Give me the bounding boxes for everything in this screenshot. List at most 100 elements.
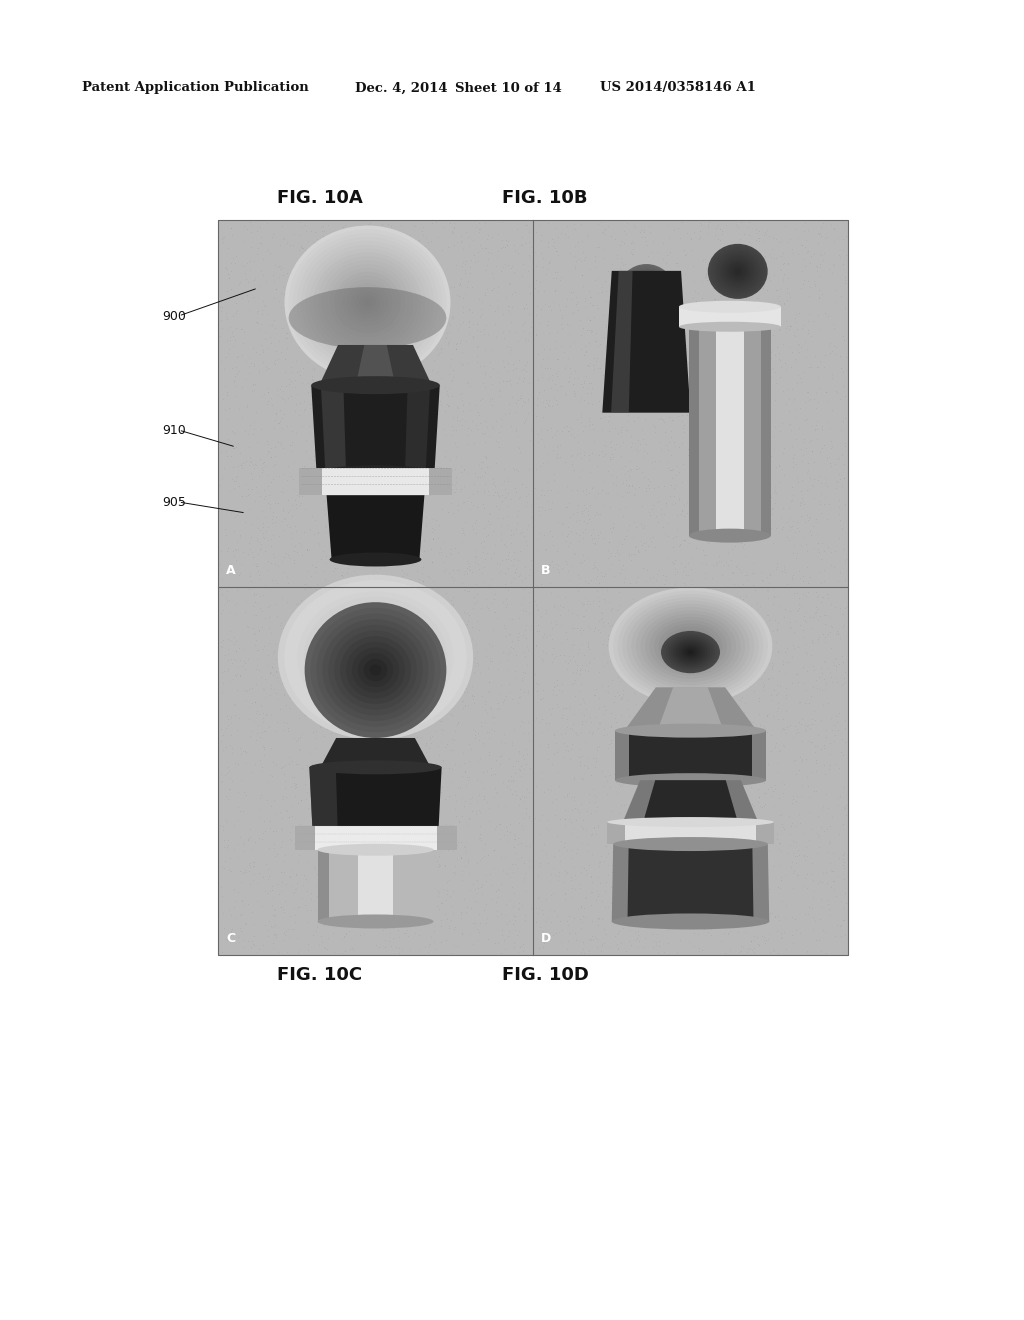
Point (677, 263, 693, 284)
Point (359, 504, 376, 525)
Point (389, 341, 406, 362)
Point (752, 651, 768, 672)
Point (267, 279, 284, 300)
Point (476, 789, 493, 810)
Polygon shape (309, 767, 338, 830)
Point (451, 286, 467, 308)
Point (754, 367, 770, 388)
Point (781, 714, 798, 735)
Point (772, 675, 788, 696)
Point (364, 581, 380, 602)
Point (482, 758, 499, 779)
Point (460, 553, 476, 574)
Point (780, 231, 797, 252)
Point (640, 535, 656, 556)
Point (447, 478, 464, 499)
Point (260, 516, 276, 537)
Point (623, 572, 639, 593)
Ellipse shape (636, 607, 745, 685)
Point (251, 569, 267, 590)
Point (692, 445, 709, 466)
Point (780, 253, 797, 275)
Point (725, 251, 741, 272)
Point (696, 631, 713, 652)
Point (589, 558, 605, 579)
Point (319, 597, 336, 618)
Point (454, 341, 470, 362)
Point (500, 255, 516, 276)
Point (416, 810, 432, 832)
Point (420, 586, 436, 607)
Point (423, 912, 439, 933)
Point (685, 807, 701, 828)
Point (283, 528, 299, 549)
Text: D: D (541, 932, 551, 945)
Point (650, 367, 667, 388)
Point (623, 425, 639, 446)
Point (479, 908, 496, 929)
Point (472, 829, 488, 850)
Point (558, 697, 574, 718)
Point (590, 503, 606, 524)
Point (476, 845, 493, 866)
Point (265, 789, 282, 810)
Point (219, 309, 236, 330)
Point (553, 632, 569, 653)
Point (581, 281, 597, 302)
Point (542, 252, 558, 273)
Point (506, 549, 522, 570)
Point (436, 301, 453, 322)
Point (361, 583, 378, 605)
Point (321, 861, 337, 882)
Point (716, 554, 732, 576)
Point (544, 228, 560, 249)
Point (769, 288, 785, 309)
Point (407, 253, 423, 275)
Point (380, 389, 396, 411)
Point (625, 239, 641, 260)
Point (756, 715, 772, 737)
Point (266, 409, 283, 430)
Point (575, 421, 592, 442)
Point (783, 516, 800, 537)
Point (672, 533, 688, 554)
Point (727, 447, 743, 469)
Point (390, 795, 407, 816)
Point (511, 348, 527, 370)
Point (575, 606, 592, 627)
Point (343, 414, 359, 436)
Point (838, 407, 854, 428)
Point (280, 661, 296, 682)
Point (743, 492, 760, 513)
Point (246, 458, 262, 479)
Point (328, 370, 344, 391)
Point (558, 622, 574, 643)
Point (353, 634, 370, 655)
Point (635, 605, 651, 626)
Point (634, 535, 650, 556)
Point (521, 619, 538, 640)
Point (334, 693, 350, 714)
Point (748, 432, 764, 453)
Point (522, 507, 539, 528)
Point (669, 504, 685, 525)
Point (253, 314, 269, 335)
Point (729, 236, 745, 257)
Point (284, 919, 300, 940)
Point (478, 865, 495, 886)
Ellipse shape (681, 640, 699, 653)
Point (739, 416, 756, 437)
Point (812, 871, 828, 892)
Point (417, 892, 433, 913)
Point (813, 483, 829, 504)
Text: 905: 905 (162, 495, 186, 508)
Point (727, 841, 743, 862)
Ellipse shape (357, 653, 393, 686)
Point (513, 667, 529, 688)
Point (292, 940, 308, 961)
Point (387, 458, 403, 479)
Point (230, 708, 247, 729)
Point (429, 308, 445, 329)
Point (768, 556, 784, 577)
Point (392, 758, 409, 779)
